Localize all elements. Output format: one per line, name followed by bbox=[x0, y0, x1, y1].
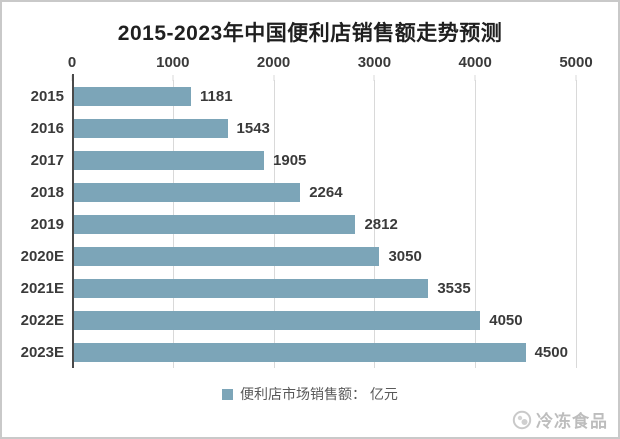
bar-value-label: 1543 bbox=[236, 119, 270, 137]
y-axis-category-label: 2017 bbox=[30, 151, 64, 169]
bar-value-label: 3535 bbox=[437, 279, 471, 297]
x-axis-tickmark bbox=[172, 75, 174, 81]
bar-value-label: 4050 bbox=[489, 311, 523, 329]
bar-2022E bbox=[72, 310, 481, 330]
bar-row: 1181 bbox=[72, 80, 576, 112]
x-axis: 0 1000 2000 3000 4000 5000 bbox=[68, 54, 593, 81]
gridline bbox=[475, 80, 477, 368]
x-axis-tick-label: 4000 bbox=[458, 54, 492, 71]
x-axis-tickmark bbox=[474, 75, 476, 81]
bar-2020E bbox=[72, 246, 380, 266]
bar-row: 3535 bbox=[72, 272, 576, 304]
bar-2021E bbox=[72, 278, 429, 298]
bar-2015 bbox=[72, 86, 192, 106]
x-axis-tick-label: 2000 bbox=[256, 54, 291, 71]
y-axis-line bbox=[72, 74, 74, 368]
x-axis-tickmark bbox=[273, 75, 275, 81]
legend-label: 便利店市场销售额： 亿元 bbox=[240, 386, 398, 402]
bar-2023E bbox=[72, 342, 526, 362]
bar-value-label: 2264 bbox=[309, 183, 343, 201]
watermark-text: 冷冻食品 bbox=[536, 412, 608, 431]
y-axis-category-label: 2023E bbox=[20, 343, 64, 361]
x-axis-tick-label: 3000 bbox=[357, 54, 392, 71]
x-axis-tick-label: 1000 bbox=[156, 54, 190, 71]
y-axis-category-label: 2022E bbox=[20, 311, 64, 329]
plot-area: 2015 2016 2017 2018 2019 2020E 2021E 2022E 2023E… bbox=[21, 74, 577, 368]
gridline bbox=[576, 80, 577, 368]
bar-value-label: 3050 bbox=[388, 247, 422, 265]
y-axis-category-label: 2021E bbox=[20, 279, 64, 297]
bar-value-label: 4500 bbox=[534, 343, 568, 361]
bar-value-label: 1905 bbox=[273, 151, 307, 169]
bar-rows: 1181 1543 1905 2264 2812 3050 3535 4050 4500 bbox=[72, 80, 576, 368]
watermark: 冷冻食品 bbox=[512, 407, 608, 432]
bar-2017 bbox=[72, 150, 265, 170]
y-axis-category-label: 2019 bbox=[30, 215, 64, 233]
bar-row: 1543 bbox=[72, 112, 576, 144]
bar-row: 3050 bbox=[72, 240, 576, 272]
x-axis-tick-label: 0 bbox=[67, 54, 77, 71]
bar-row: 4050 bbox=[72, 304, 576, 336]
y-axis-category-label: 2015 bbox=[30, 87, 64, 105]
gridline bbox=[374, 80, 376, 368]
legend: 便利店市场销售额： 亿元 bbox=[2, 384, 618, 404]
x-axis-tickmark bbox=[373, 75, 375, 81]
y-axis-category-label: 2018 bbox=[30, 183, 64, 201]
bar-row: 2264 bbox=[72, 176, 576, 208]
bar-row: 1905 bbox=[72, 144, 576, 176]
y-axis-category-label: 2016 bbox=[30, 119, 64, 137]
bar-2019 bbox=[72, 214, 356, 234]
bar-value-label: 2812 bbox=[364, 215, 398, 233]
legend-swatch-icon bbox=[222, 388, 234, 400]
frozen-food-logo-icon bbox=[512, 410, 532, 430]
bar-value-label: 1181 bbox=[200, 87, 233, 105]
x-axis-tickmark bbox=[575, 75, 577, 81]
bar-2018 bbox=[72, 182, 301, 202]
bar-2016 bbox=[72, 118, 228, 138]
bar-row: 2812 bbox=[72, 208, 576, 240]
bar-row: 4500 bbox=[72, 336, 576, 368]
x-axis-tick-label: 5000 bbox=[559, 54, 593, 71]
y-axis-category-label: 2020E bbox=[20, 247, 64, 265]
y-axis-labels: 2015 2016 2017 2018 2019 2020E 2021E 2022E 2023E bbox=[10, 80, 72, 368]
chart-title: 2015-2023年中国便利店销售额走势预测 bbox=[117, 22, 503, 45]
